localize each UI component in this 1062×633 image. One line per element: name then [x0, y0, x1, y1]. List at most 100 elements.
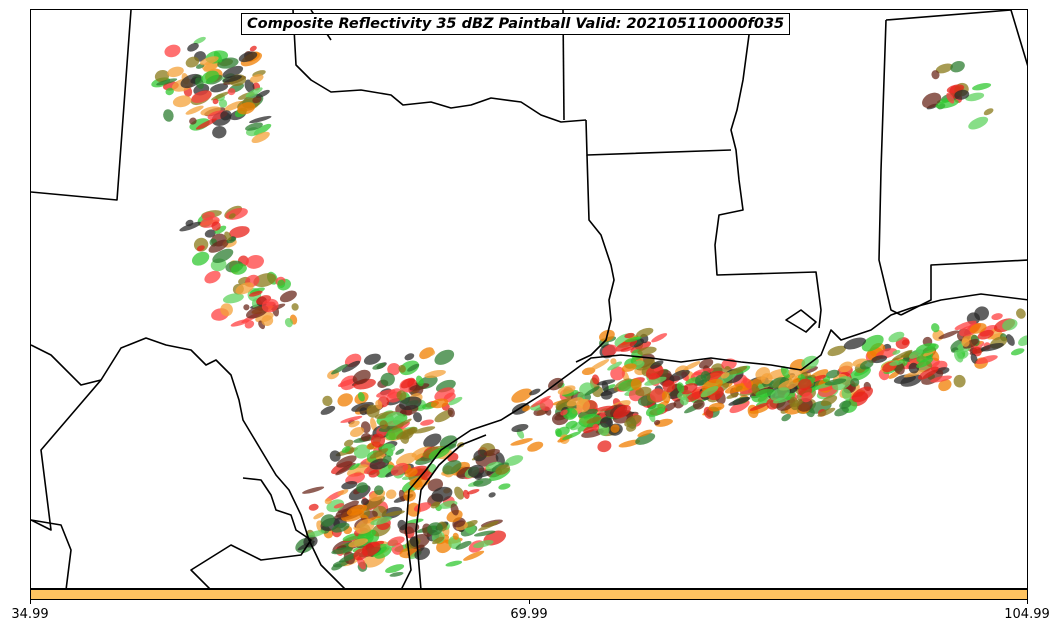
colorbar-tick-right	[1027, 600, 1028, 604]
reflectivity-blob	[370, 417, 377, 431]
reflectivity-blob	[892, 349, 901, 355]
reflectivity-blob	[820, 395, 838, 407]
reflectivity-blob	[313, 512, 324, 520]
reflectivity-blob	[397, 519, 407, 531]
reflectivity-blob	[651, 333, 668, 343]
reflectivity-blob	[244, 79, 255, 93]
reflectivity-blob	[495, 464, 511, 475]
reflectivity-blob	[965, 92, 985, 102]
reflectivity-blob	[680, 396, 689, 406]
reflectivity-blob	[974, 306, 989, 321]
reflectivity-blob	[692, 399, 705, 410]
reflectivity-blob	[439, 435, 458, 450]
reflectivity-blob	[348, 538, 369, 548]
reflectivity-blob	[430, 501, 441, 509]
reflectivity-blob	[827, 345, 846, 357]
reflectivity-blob	[253, 273, 277, 288]
reflectivity-blob	[977, 329, 994, 340]
reflectivity-blob	[320, 514, 335, 527]
reflectivity-blob	[498, 483, 511, 490]
reflectivity-blob	[432, 536, 445, 545]
reflectivity-blob	[322, 395, 333, 407]
reflectivity-blob	[249, 74, 264, 83]
reflectivity-blob	[841, 388, 852, 401]
reflectivity-blob	[478, 520, 499, 531]
reflectivity-blob	[164, 44, 181, 58]
reflectivity-blob	[361, 498, 369, 506]
reflectivity-blob	[324, 498, 332, 505]
reflectivity-blob	[591, 374, 600, 385]
reflectivity-blob	[348, 420, 360, 428]
reflectivity-blob	[412, 412, 423, 423]
reflectivity-blob	[277, 279, 286, 288]
border-mississippi	[714, 19, 822, 329]
reflectivity-blob	[448, 396, 463, 406]
reflectivity-blob	[954, 349, 964, 363]
reflectivity-blob	[892, 349, 913, 361]
reflectivity-blob	[229, 226, 250, 238]
reflectivity-blob	[473, 478, 492, 487]
reflectivity-blob	[728, 365, 748, 375]
reflectivity-blob	[586, 416, 601, 424]
reflectivity-blob	[597, 440, 612, 453]
reflectivity-blob	[196, 245, 205, 252]
reflectivity-blob	[333, 503, 345, 509]
reflectivity-blob	[975, 355, 998, 365]
border-red-river	[292, 10, 587, 123]
colorbar-tick-label-left: 34.99	[11, 607, 49, 622]
reflectivity-blob	[332, 560, 349, 568]
reflectivity-blob	[510, 438, 533, 446]
reflectivity-blob	[252, 96, 262, 104]
reflectivity-blob	[630, 378, 642, 391]
reflectivity-blob	[839, 400, 852, 409]
reflectivity-blob	[344, 439, 354, 447]
reflectivity-blob	[781, 413, 792, 422]
reflectivity-blob	[473, 449, 488, 462]
reflectivity-blob	[991, 313, 1003, 321]
reflectivity-blob	[427, 522, 443, 536]
reflectivity-blob	[211, 91, 230, 101]
reflectivity-blob	[331, 547, 353, 555]
reflectivity-blob	[370, 516, 392, 526]
reflectivity-blob	[624, 414, 642, 427]
reflectivity-blob	[618, 439, 641, 448]
reflectivity-blob	[424, 369, 446, 379]
reflectivity-blob	[921, 369, 944, 385]
reflectivity-blob	[431, 486, 453, 502]
coastline	[401, 293, 1027, 588]
reflectivity-blob	[953, 374, 966, 388]
reflectivity-blob	[212, 125, 227, 139]
reflectivity-blob	[430, 398, 449, 409]
reflectivity-blob	[404, 468, 418, 478]
reflectivity-blob	[357, 391, 365, 402]
border-nm-tx	[31, 10, 132, 201]
reflectivity-blob	[760, 373, 773, 385]
reflectivity-blob	[212, 248, 234, 264]
reflectivity-blob	[337, 378, 357, 388]
reflectivity-blob	[193, 36, 206, 45]
reflectivity-blob	[594, 405, 614, 412]
reflectivity-blob	[368, 469, 380, 478]
border-al-fl	[900, 259, 1027, 316]
reflectivity-blob	[620, 346, 634, 352]
reflectivity-blob	[484, 448, 500, 457]
reflectivity-blob	[361, 541, 381, 557]
reflectivity-blob	[624, 336, 642, 343]
reflectivity-blob	[700, 385, 719, 398]
reflectivity-blob	[589, 359, 610, 371]
reflectivity-blob	[396, 427, 416, 440]
reflectivity-blob	[409, 383, 430, 391]
reflectivity-blob	[930, 375, 952, 383]
reflectivity-blob	[645, 403, 666, 417]
reflectivity-blob	[968, 116, 989, 130]
reflectivity-blob	[488, 492, 496, 498]
reflectivity-blob	[434, 387, 455, 401]
reflectivity-blob	[980, 342, 1004, 352]
reflectivity-blob	[204, 270, 221, 284]
reflectivity-blob	[755, 388, 776, 398]
reflectivity-blob	[447, 407, 455, 418]
reflectivity-blob	[565, 420, 578, 429]
border-mx-2	[31, 519, 72, 588]
reflectivity-blob	[396, 390, 407, 401]
reflectivity-blob	[320, 405, 336, 415]
